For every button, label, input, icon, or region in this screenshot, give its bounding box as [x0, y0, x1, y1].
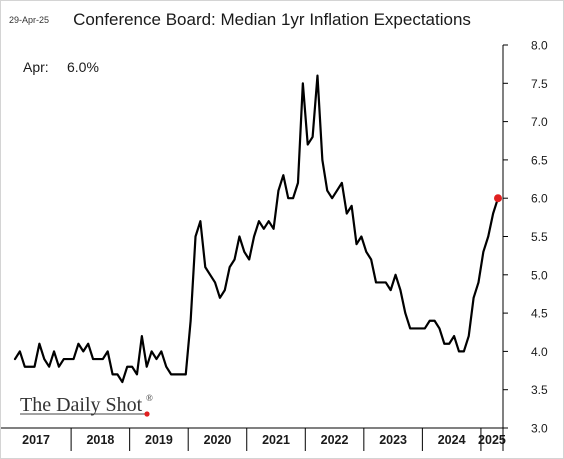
y-tick-label: 6.5: [531, 153, 548, 167]
series-line: [13, 74, 500, 384]
x-year-label: 2017: [22, 433, 50, 447]
annotation-value: 6.0%: [67, 59, 99, 75]
y-tick-label: 8.0: [531, 39, 548, 53]
date-stamp: 29-Apr-25: [9, 15, 49, 25]
watermark-registered-mark: ®: [146, 393, 153, 403]
y-tick-label: 5.0: [531, 268, 548, 282]
y-tick-label: 3.5: [531, 383, 548, 397]
x-year-label: 2023: [379, 433, 407, 447]
y-axis: 3.0 3.5 4.0 4.5 5.0 5.5 6.0 6.5 7.0 7.5 8.0: [502, 39, 548, 436]
x-year-label: 2024: [438, 433, 466, 447]
y-tick-label: 3.0: [531, 422, 548, 436]
annotation-label: Apr:: [23, 59, 49, 75]
y-tick-label: 7.0: [531, 115, 548, 129]
chart-title: Conference Board: Median 1yr Inflation E…: [73, 10, 471, 29]
x-year-label: 2020: [204, 433, 232, 447]
x-year-label: 2019: [145, 433, 173, 447]
x-year-label: 2021: [262, 433, 290, 447]
y-tick-label: 5.5: [531, 230, 548, 244]
latest-value-marker: [494, 194, 502, 203]
watermark-dot: [144, 411, 150, 417]
x-year-label: 2025: [478, 433, 506, 447]
x-year-label: 2018: [86, 433, 114, 447]
x-axis: 2017 2018 2019 2020 2021 2022 2023 2024 2025: [1, 427, 506, 451]
y-tick-label: 4.5: [531, 307, 548, 321]
y-tick-label: 4.0: [531, 345, 548, 359]
watermark: The Daily Shot ®: [20, 393, 153, 417]
y-tick-label: 7.5: [531, 77, 548, 91]
x-year-label: 2022: [321, 433, 349, 447]
watermark-brand: The Daily Shot: [20, 394, 143, 416]
y-tick-label: 6.0: [531, 192, 548, 206]
